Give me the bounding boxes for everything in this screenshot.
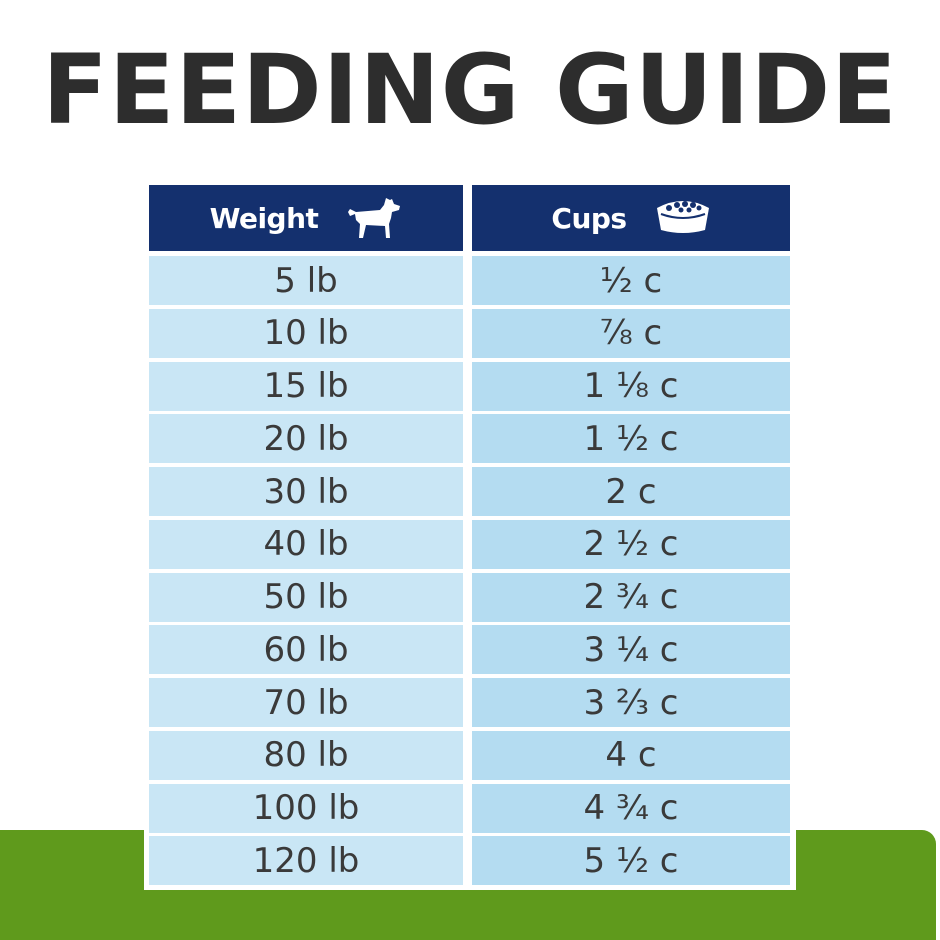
weight-cell: 15 lb <box>149 361 463 411</box>
cups-cell: 4 c <box>472 730 790 780</box>
food-bowl-icon <box>655 200 711 236</box>
cups-cell: ½ c <box>472 256 790 305</box>
weight-cell: 100 lb <box>149 783 463 833</box>
cups-cell: 2 ½ c <box>472 519 790 569</box>
weight-cell: 5 lb <box>149 256 463 305</box>
weight-header-label: Weight <box>209 201 319 235</box>
page-title: FEEDING GUIDE <box>42 34 898 146</box>
weight-cell: 50 lb <box>149 572 463 622</box>
weight-cell: 20 lb <box>149 414 463 464</box>
cups-cell: ⅞ c <box>472 308 790 358</box>
cups-cell: 3 ⅔ c <box>472 678 790 727</box>
weight-cell: 120 lb <box>149 836 463 886</box>
cups-cell: 1 ½ c <box>472 414 790 464</box>
cups-header-label: Cups <box>551 201 627 235</box>
weight-cell: 60 lb <box>149 625 463 675</box>
cups-cell: 2 c <box>472 467 790 516</box>
weight-cell: 70 lb <box>149 678 463 727</box>
weight-cell: 10 lb <box>149 308 463 358</box>
cups-cell: 1 ⅛ c <box>472 361 790 411</box>
weight-cell: 80 lb <box>149 730 463 780</box>
cups-column-header: Cups <box>472 185 790 251</box>
dog-icon <box>346 196 402 240</box>
weight-column-header: Weight <box>149 185 463 251</box>
cups-cell: 3 ¼ c <box>472 625 790 675</box>
cups-cell: 5 ½ c <box>472 836 790 886</box>
cups-cell: 2 ¾ c <box>472 572 790 622</box>
weight-cell: 40 lb <box>149 519 463 569</box>
feeding-table: Weight Cups <box>144 180 796 890</box>
weight-cell: 30 lb <box>149 467 463 516</box>
cups-cell: 4 ¾ c <box>472 783 790 833</box>
